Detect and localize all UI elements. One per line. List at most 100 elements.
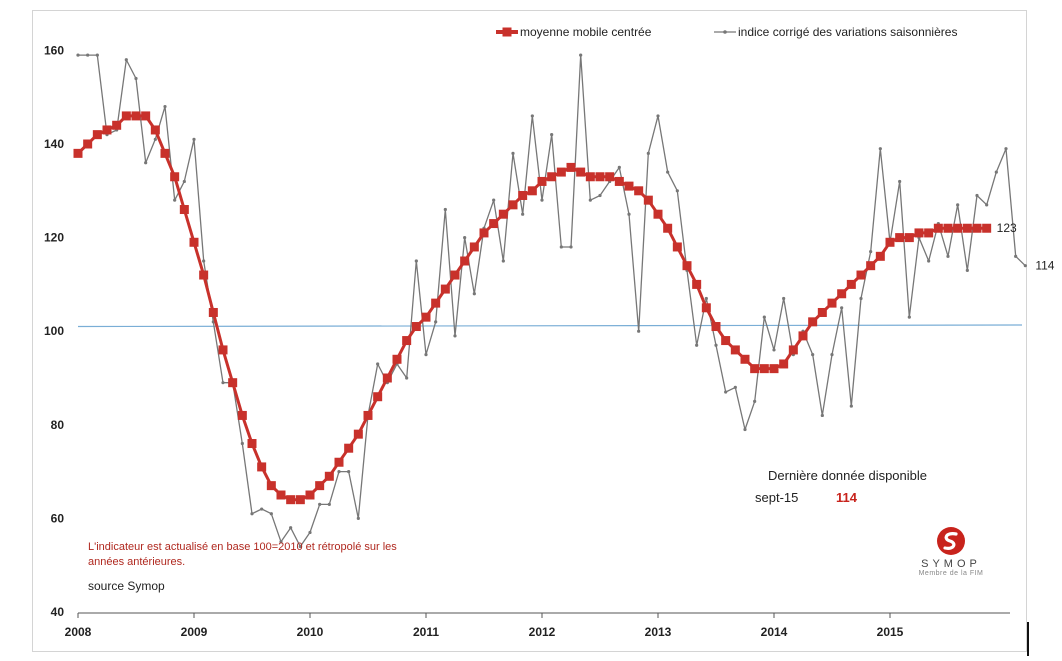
moving-average-point xyxy=(701,303,711,313)
moving-average-point xyxy=(566,162,576,172)
moving-average-point xyxy=(982,223,992,233)
seasonal-index-point xyxy=(550,133,554,137)
moving-average-point xyxy=(924,228,934,238)
seasonal-index-point xyxy=(405,376,409,380)
seasonal-index-point xyxy=(646,151,650,155)
seasonal-index-point xyxy=(579,53,583,57)
seasonal-index-point xyxy=(511,151,515,155)
seasonal-index-point xyxy=(598,193,602,198)
moving-average-point xyxy=(508,200,518,210)
seasonal-index-point xyxy=(849,404,853,408)
seasonal-index-point xyxy=(173,198,177,202)
symop-logo-icon xyxy=(937,527,965,555)
seasonal-index-point xyxy=(927,259,931,263)
last-data-value: 114 xyxy=(836,490,857,505)
seasonal-index-point xyxy=(994,170,998,174)
seasonal-index-point xyxy=(656,114,660,118)
seasonal-index-point xyxy=(811,353,815,357)
seasonal-index-point xyxy=(695,343,699,347)
moving-average-point xyxy=(295,495,305,505)
moving-average-point xyxy=(489,219,499,229)
seasonal-index-point xyxy=(521,212,525,216)
x-tick-label: 2010 xyxy=(297,625,324,639)
seasonal-index-point xyxy=(666,170,670,174)
seasonal-index-point xyxy=(240,441,244,446)
seasonal-index-point xyxy=(753,399,757,403)
seasonal-index-point xyxy=(376,362,380,366)
moving-average-point xyxy=(672,242,682,252)
moving-average-point xyxy=(344,443,354,453)
legend-label-seasonal-index: indice corrigé des variations saisonnièr… xyxy=(738,25,957,39)
y-tick-label: 80 xyxy=(51,418,65,432)
last-data-title: Dernière donnée disponible xyxy=(768,468,928,483)
moving-average-point xyxy=(837,289,847,299)
moving-average-point xyxy=(518,190,528,200)
y-tick-label: 60 xyxy=(51,511,65,525)
moving-average-point xyxy=(411,322,421,332)
moving-average-point xyxy=(121,111,131,121)
moving-average-point xyxy=(953,223,963,233)
moving-average-point xyxy=(682,261,692,271)
y-tick-label: 120 xyxy=(44,231,64,245)
seasonal-index-point xyxy=(501,259,505,263)
seasonal-index-point xyxy=(327,502,331,506)
moving-average-point xyxy=(170,172,180,182)
moving-average-point xyxy=(933,223,943,233)
x-tick-label: 2015 xyxy=(877,625,904,639)
seasonal-index-point xyxy=(907,315,911,319)
seasonal-index-point xyxy=(898,179,902,184)
moving-average-point xyxy=(189,237,199,247)
moving-average-point xyxy=(237,410,247,420)
seasonal-index-point xyxy=(820,413,824,418)
seasonal-index-point xyxy=(830,353,834,357)
seasonal-index-point xyxy=(878,147,882,151)
logo-subtitle: Membre de la FIM xyxy=(918,570,984,577)
moving-average-point xyxy=(885,237,895,247)
moving-average-point xyxy=(663,223,673,233)
seasonal-index-point xyxy=(86,53,90,57)
x-tick-label: 2013 xyxy=(645,625,672,639)
moving-average-point xyxy=(721,336,731,346)
seasonal-index-point xyxy=(975,193,979,198)
seasonal-index-point xyxy=(182,179,186,184)
moving-average-point xyxy=(141,111,151,121)
moving-average-point xyxy=(614,176,624,186)
moving-average-point xyxy=(315,481,325,491)
moving-average-point xyxy=(846,279,856,289)
y-tick-label: 40 xyxy=(51,605,65,619)
moving-average-point xyxy=(450,270,460,280)
seasonal-index-point xyxy=(617,165,621,169)
moving-average-point xyxy=(257,462,267,472)
seasonal-index-point xyxy=(356,516,360,521)
x-tick-label: 2014 xyxy=(761,625,788,639)
seasonal-index-point xyxy=(95,53,99,57)
seasonal-index-point xyxy=(869,250,873,254)
seasonal-index-point xyxy=(269,512,273,516)
seasonal-index-point xyxy=(250,512,254,516)
moving-average-point xyxy=(624,181,634,191)
seasonal-index-point xyxy=(192,137,196,141)
last-data-period: sept-15 xyxy=(755,490,799,505)
seasonal-index-point xyxy=(124,58,128,62)
moving-average-point xyxy=(392,354,402,364)
moving-average-point xyxy=(817,307,827,317)
seasonal-index-point xyxy=(724,390,728,394)
seasonal-index-point xyxy=(762,315,766,319)
moving-average-point xyxy=(431,298,441,308)
seasonal-index-point xyxy=(782,296,786,301)
moving-average-point xyxy=(730,345,740,355)
moving-average-point xyxy=(334,457,344,467)
moving-average-point xyxy=(962,223,972,233)
moving-average-point xyxy=(895,233,905,243)
moving-average-point xyxy=(556,167,566,177)
seasonal-index-point xyxy=(704,296,708,301)
moving-average-point xyxy=(324,471,334,481)
seasonal-index-point xyxy=(260,507,264,511)
moving-average-point xyxy=(498,209,508,219)
x-tick-label: 2012 xyxy=(529,625,556,639)
moving-average-point xyxy=(808,317,818,327)
x-tick-label: 2008 xyxy=(65,625,92,639)
moving-average-point xyxy=(131,111,141,121)
moving-average-point xyxy=(653,209,663,219)
seasonal-index-point xyxy=(946,254,950,258)
